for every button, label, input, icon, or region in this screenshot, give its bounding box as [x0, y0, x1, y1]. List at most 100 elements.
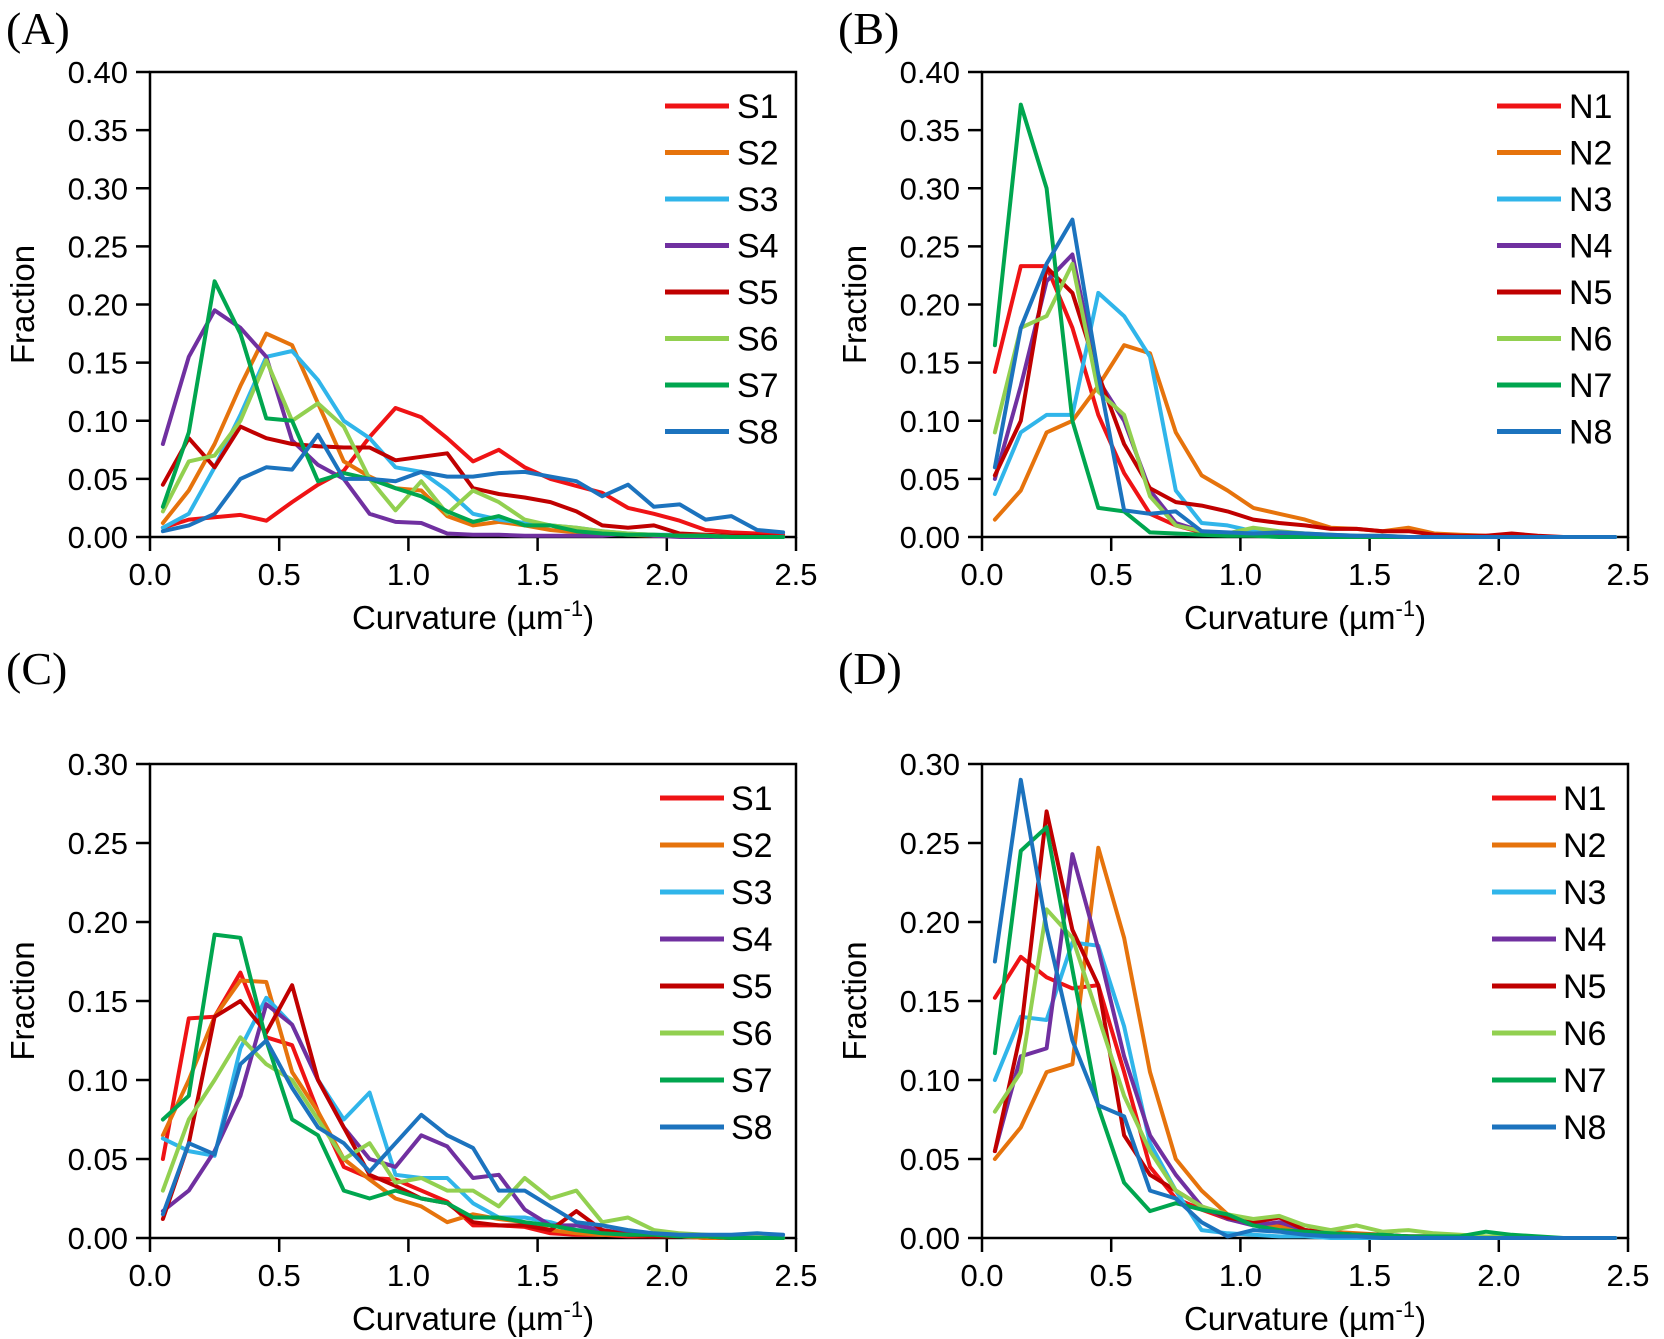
y-axis-tick-label: 0.15 — [68, 984, 128, 1019]
series-line-S8 — [160, 432, 786, 535]
legend-label-S6: S6 — [731, 1015, 773, 1053]
series-line-S5 — [160, 983, 786, 1240]
y-axis-tick-label: 0.30 — [68, 747, 128, 782]
y-axis-tick-label: 0.15 — [900, 984, 960, 1019]
legend-label-N5: N5 — [1563, 968, 1606, 1006]
y-axis-tick-label: 0.00 — [68, 1221, 128, 1256]
panel-c-letter: (C) — [6, 643, 68, 694]
y-axis-tick-label: 0.25 — [900, 826, 960, 861]
y-axis-tick-label: 0.25 — [900, 229, 960, 264]
legend-label-N6: N6 — [1569, 321, 1612, 359]
legend-label-S7: S7 — [731, 1062, 773, 1100]
series-line-S6 — [160, 1035, 786, 1240]
x-axis-tick-label: 2.5 — [1606, 1258, 1649, 1293]
series-line-N8 — [992, 777, 1618, 1240]
legend-label-N1: N1 — [1563, 780, 1606, 818]
legend-label-S1: S1 — [737, 88, 779, 126]
legend-label-S5: S5 — [731, 968, 773, 1006]
legend-label-N4: N4 — [1569, 228, 1612, 266]
y-axis-label: Fraction — [836, 941, 873, 1060]
y-axis-tick-label: 0.35 — [900, 113, 960, 148]
y-axis-tick-label: 0.10 — [900, 1063, 960, 1098]
y-axis-tick-label: 0.25 — [68, 229, 128, 264]
x-axis-label: Curvature (µm-1) — [1184, 596, 1426, 636]
x-axis-tick-label: 2.5 — [774, 557, 817, 592]
panel-b: (B) 0.00 0.05 0.10 0.15 0.20 0.25 0.30 0.35 0.40… — [832, 0, 1664, 640]
y-axis-tick-label: 0.40 — [900, 55, 960, 90]
legend-label-N3: N3 — [1563, 874, 1606, 912]
legend-label-N8: N8 — [1563, 1109, 1606, 1147]
x-axis-tick-label: 0.0 — [128, 557, 171, 592]
legend-label-S5: S5 — [737, 274, 779, 312]
x-axis-tick-label: 1.0 — [1219, 557, 1262, 592]
x-axis-tick-label: 0.0 — [960, 1258, 1003, 1293]
legend-label-S4: S4 — [737, 228, 779, 266]
series-line-S8 — [160, 1038, 786, 1237]
y-axis-tick-label: 0.20 — [900, 905, 960, 940]
x-axis-label: Curvature (µm-1) — [1184, 1297, 1426, 1337]
series-line-S5 — [160, 424, 786, 539]
y-axis-tick-label: 0.40 — [68, 55, 128, 90]
legend-label-N8: N8 — [1569, 414, 1612, 452]
panel-d-chart: 0.00 0.05 0.10 0.15 0.20 0.25 0.30 0.0 0.5 1.0 1.5… — [836, 747, 1650, 1337]
y-axis-tick-label: 0.20 — [68, 905, 128, 940]
x-axis-tick-label: 0.0 — [128, 1258, 171, 1293]
x-axis-tick-label: 0.5 — [258, 1258, 301, 1293]
panel-b-letter: (B) — [838, 3, 900, 54]
y-axis-tick-label: 0.05 — [900, 1142, 960, 1177]
legend-label-N6: N6 — [1563, 1015, 1606, 1053]
series-line-N5 — [992, 809, 1618, 1240]
x-axis-tick-label: 2.0 — [645, 557, 688, 592]
x-axis-tick-label: 2.5 — [774, 1258, 817, 1293]
y-axis-tick-label: 0.30 — [900, 171, 960, 206]
y-axis-tick-label: 0.00 — [900, 520, 960, 555]
panel-a-letter: (A) — [6, 3, 70, 54]
x-axis-tick-label: 2.0 — [1477, 1258, 1520, 1293]
series-line-S4 — [160, 308, 786, 539]
legend-label-N7: N7 — [1569, 367, 1612, 405]
legend-label-N1: N1 — [1569, 88, 1612, 126]
series-line-S1 — [160, 406, 786, 537]
x-axis-tick-label: 1.0 — [1219, 1258, 1262, 1293]
y-axis-tick-label: 0.25 — [68, 826, 128, 861]
x-axis-label: Curvature (µm-1) — [352, 596, 594, 636]
y-axis-tick-label: 0.35 — [68, 113, 128, 148]
legend-label-N2: N2 — [1563, 827, 1606, 865]
legend-label-N2: N2 — [1569, 135, 1612, 173]
legend-label-S6: S6 — [737, 321, 779, 359]
legend-label-S7: S7 — [737, 367, 779, 405]
legend-label-N3: N3 — [1569, 181, 1612, 219]
y-axis-tick-label: 0.15 — [68, 346, 128, 381]
plot-frame — [148, 762, 798, 1240]
x-axis-label: Curvature (µm-1) — [352, 1297, 594, 1337]
y-axis-tick-label: 0.00 — [68, 520, 128, 555]
legend-label-S1: S1 — [731, 780, 773, 818]
x-axis-tick-label: 0.5 — [1090, 1258, 1133, 1293]
x-axis-tick-label: 1.5 — [1348, 557, 1391, 592]
y-axis-tick-label: 0.10 — [68, 1063, 128, 1098]
legend-label-S3: S3 — [737, 181, 779, 219]
plot-frame — [148, 70, 798, 539]
y-axis-tick-label: 0.10 — [68, 404, 128, 439]
legend-label-S3: S3 — [731, 874, 773, 912]
y-axis-tick-label: 0.05 — [68, 462, 128, 497]
x-axis-tick-label: 1.5 — [516, 1258, 559, 1293]
x-axis-tick-label: 2.5 — [1606, 557, 1649, 592]
x-axis-tick-label: 1.5 — [1348, 1258, 1391, 1293]
y-axis-tick-label: 0.20 — [900, 288, 960, 323]
y-axis-label: Fraction — [836, 245, 873, 364]
y-axis-tick-label: 0.15 — [900, 346, 960, 381]
legend-label-N4: N4 — [1563, 921, 1606, 959]
legend-label-S2: S2 — [731, 827, 773, 865]
panel-c-chart: 0.00 0.05 0.10 0.15 0.20 0.25 0.30 0.0 0.5 1.0 1.5… — [4, 747, 818, 1337]
panel-d: (D) 0.00 0.05 0.10 0.15 0.20 0.25 0.30 0.0 0.5 1.… — [832, 640, 1664, 1339]
y-axis-label: Fraction — [4, 245, 41, 364]
panel-a: (A) 0.00 0.05 0.10 0.15 0.20 0.25 0.30 0.35 0.40… — [0, 0, 832, 640]
series-line-S1 — [160, 970, 786, 1240]
x-axis-tick-label: 1.0 — [387, 557, 430, 592]
y-axis-tick-label: 0.30 — [900, 747, 960, 782]
legend-label-N5: N5 — [1569, 274, 1612, 312]
panel-c: (C) 0.00 0.05 0.10 0.15 0.20 0.25 0.30 0.0 0.5 1.… — [0, 640, 832, 1339]
x-axis-tick-label: 1.0 — [387, 1258, 430, 1293]
